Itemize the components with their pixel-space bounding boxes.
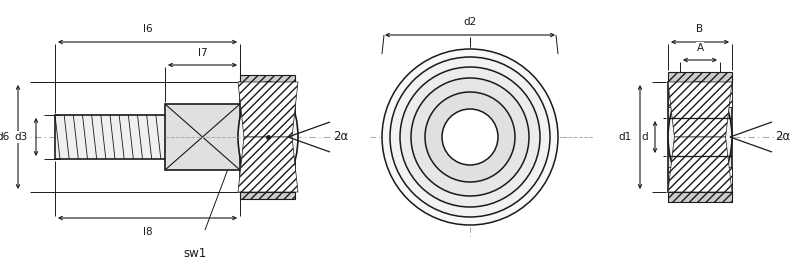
Bar [240,192,295,199]
Circle shape [425,92,515,182]
Bar [240,162,295,192]
Circle shape [400,67,540,207]
Polygon shape [238,137,298,192]
Circle shape [411,78,529,196]
Circle shape [382,49,558,225]
Text: A: A [697,43,703,53]
Bar [668,72,732,82]
Text: sw1: sw1 [183,247,206,260]
Bar [55,115,240,159]
Polygon shape [238,82,298,137]
Text: l7: l7 [198,48,207,58]
Ellipse shape [238,82,298,192]
Bar [240,82,295,192]
Text: 2α: 2α [775,130,790,144]
Text: d6: d6 [0,132,10,142]
Bar [240,75,295,82]
Text: d2: d2 [463,17,477,27]
Bar [668,192,732,202]
Bar [165,104,240,170]
Ellipse shape [668,82,732,192]
Text: l6: l6 [142,24,152,34]
Polygon shape [668,82,732,137]
Polygon shape [668,137,732,192]
Text: B: B [697,24,703,34]
Circle shape [442,109,498,165]
Text: d3: d3 [14,132,28,142]
Text: 2α: 2α [333,130,348,144]
Bar [668,167,732,192]
Bar [240,82,295,112]
Text: d: d [642,132,648,142]
Bar [668,82,732,192]
Text: l8: l8 [142,227,152,237]
Bar [668,82,732,107]
Text: d1: d1 [618,132,632,142]
Circle shape [390,57,550,217]
